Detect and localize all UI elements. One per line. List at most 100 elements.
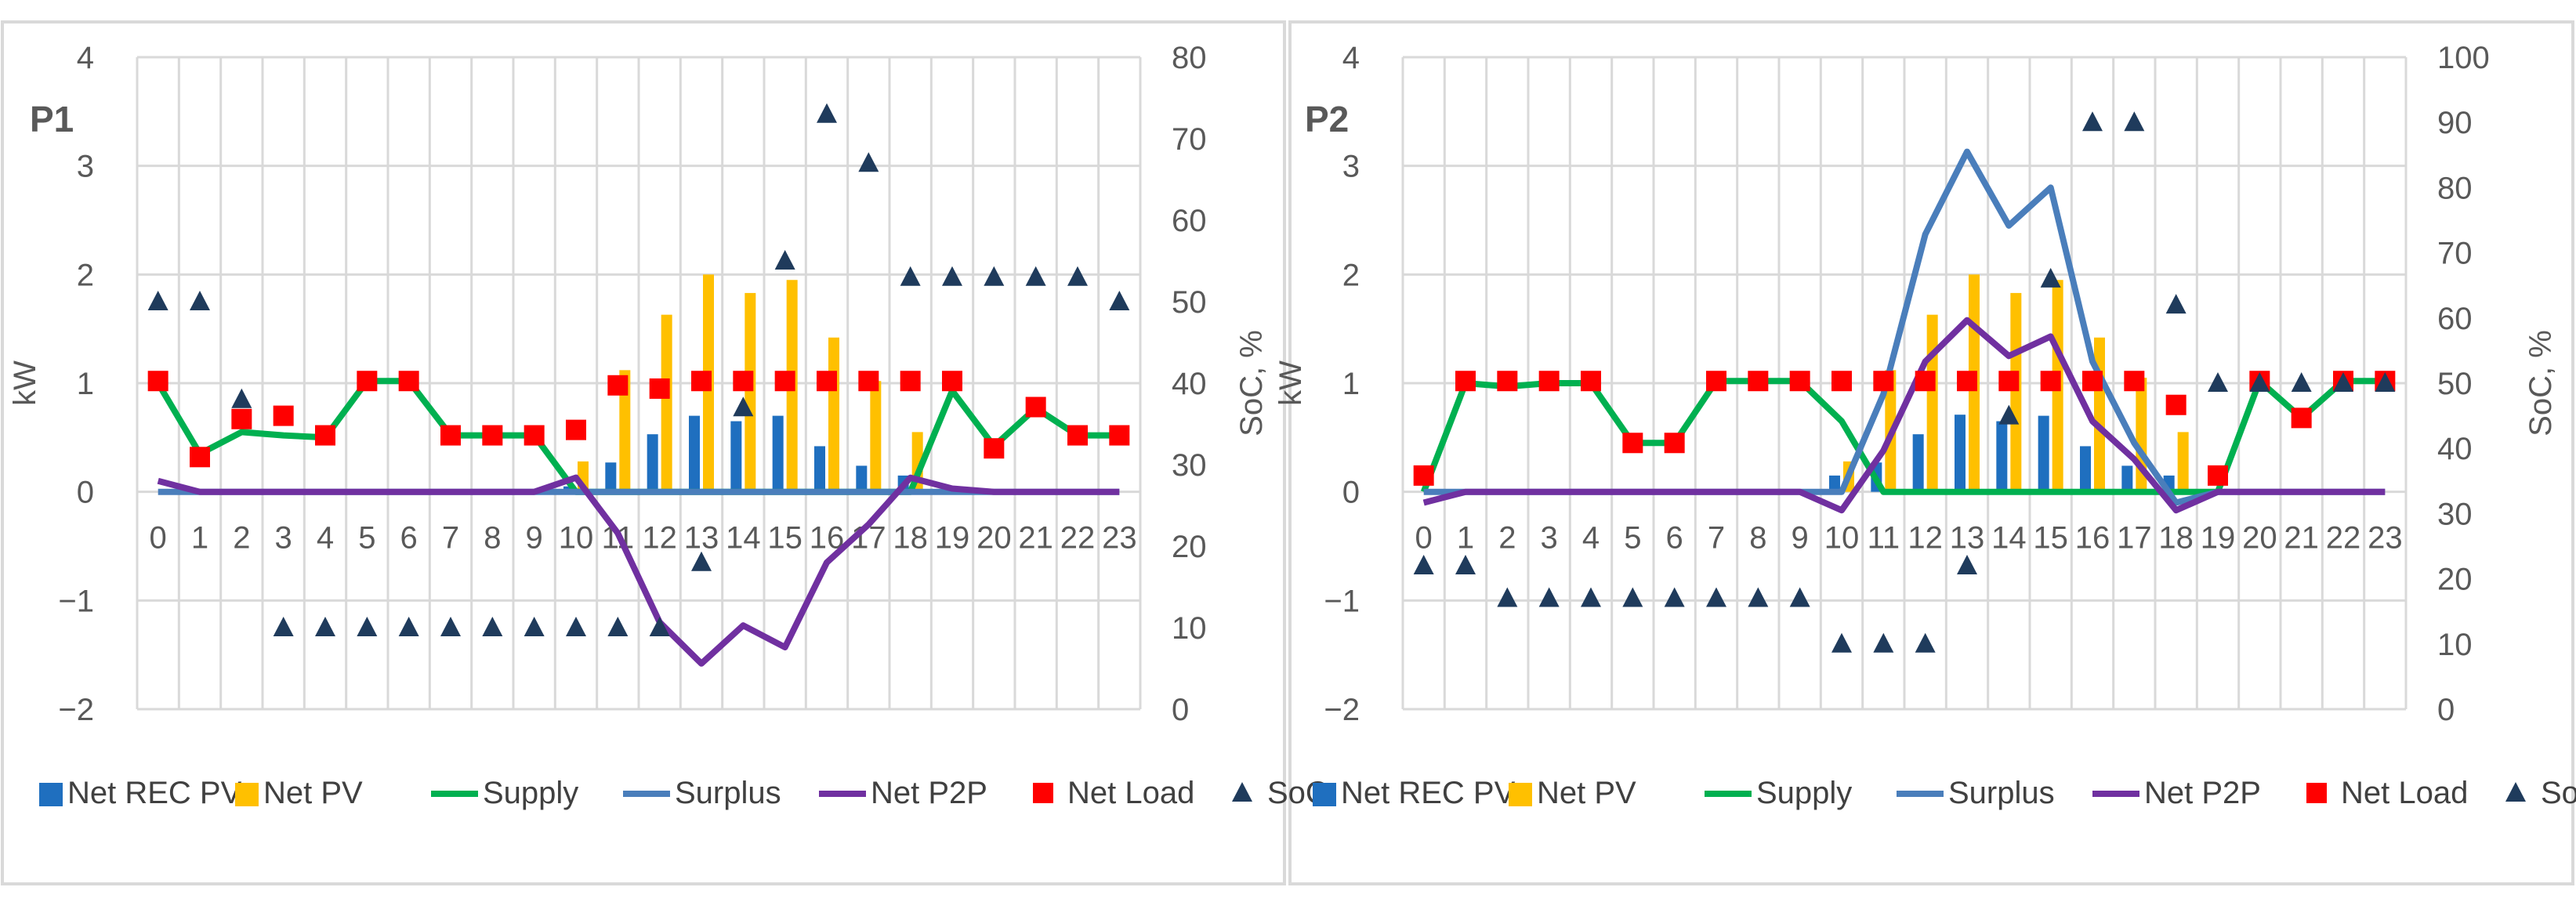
x-tick-label: 19 (2201, 521, 2236, 556)
bar-net-rec-pv (605, 462, 617, 492)
x-tick-label: 3 (275, 521, 292, 556)
marker-soc (1413, 554, 1434, 574)
bar-net-pv (2177, 432, 2189, 492)
y-axis-title: kW (1274, 360, 1308, 406)
marker-net-load (649, 378, 670, 399)
x-tick-label: 10 (559, 521, 594, 556)
marker-soc (2375, 372, 2396, 392)
legend: Net REC PV Net PV Supply Surplus Net P2P Net … (1313, 776, 2576, 810)
legend-label: Net PV (263, 776, 363, 810)
y-tick-label: 0 (77, 476, 94, 510)
marker-soc (858, 152, 879, 172)
marker-soc (1706, 587, 1726, 607)
y2-tick-label: 70 (2437, 237, 2473, 271)
x-tick-label: 15 (767, 521, 803, 556)
x-tick-label: 2 (233, 521, 250, 556)
marker-soc (524, 617, 545, 636)
marker-net-load (2124, 371, 2145, 392)
y-tick-label: −2 (58, 693, 94, 727)
marker-net-load (398, 371, 419, 392)
x-tick-label: 11 (1868, 521, 1900, 556)
marker-net-load (357, 371, 378, 392)
bar-net-rec-pv (2038, 415, 2049, 492)
legend-item-surplus: Surplus (1897, 776, 2055, 810)
marker-soc (440, 617, 461, 636)
panel-frame-p1 (1, 20, 1286, 885)
x-tick-label: 4 (317, 521, 334, 556)
legend-item-supply: Supply (431, 776, 578, 810)
y2-tick-label: 80 (2437, 171, 2473, 205)
marker-net-load (1998, 371, 2020, 392)
y2-tick-label: 20 (2437, 563, 2473, 597)
y-tick-label: 3 (1342, 150, 1360, 184)
legend-label: Supply (483, 776, 578, 810)
y2-tick-label: 40 (1172, 367, 1207, 401)
marker-net-load (2291, 407, 2312, 429)
marker-soc (1873, 632, 1894, 653)
marker-soc (2291, 372, 2312, 392)
legend-label: Supply (1756, 776, 1852, 810)
y2-tick-label: 70 (1172, 122, 1207, 157)
marker-soc (1998, 404, 2020, 425)
legend-swatch-net-pv (1509, 783, 1532, 806)
legend-swatch-net-pv (235, 783, 259, 806)
x-tick-label: 22 (1060, 521, 1096, 556)
x-tick-label: 10 (1824, 521, 1860, 556)
marker-net-load (440, 425, 461, 446)
marker-soc (1497, 587, 1518, 607)
x-tick-label: 1 (1457, 521, 1474, 556)
x-tick-label: 7 (442, 521, 459, 556)
marker-net-load (1915, 371, 1936, 392)
legend-swatch-soc (1232, 782, 1252, 802)
marker-soc (2333, 372, 2353, 392)
x-tick-label: 17 (2117, 521, 2152, 556)
marker-soc (817, 103, 837, 123)
marker-soc (1109, 291, 1130, 310)
bar-net-pv (2094, 337, 2105, 492)
marker-soc (733, 396, 754, 417)
legend: Net REC PV Net PV Supply Surplus Net P2P Net … (39, 776, 1328, 810)
x-tick-label: 5 (1624, 521, 1641, 556)
marker-soc (1622, 587, 1643, 607)
y-tick-label: 2 (1342, 258, 1360, 292)
legend-item-surplus: Surplus (623, 776, 781, 810)
marker-net-load (2040, 371, 2061, 392)
y-axis-title: kW (8, 360, 42, 406)
line-net-p2p (157, 474, 1120, 667)
x-tick-label: 20 (2242, 521, 2277, 556)
marker-soc (1538, 587, 1560, 607)
marker-net-load (1538, 371, 1560, 392)
marker-net-load (1831, 371, 1852, 392)
marker-net-load (774, 371, 795, 392)
bar-net-rec-pv (1912, 434, 1924, 492)
bar-net-pv (870, 381, 882, 492)
legend-swatch-soc (2505, 782, 2526, 802)
marker-net-load (2208, 465, 2228, 486)
marker-net-load (1025, 396, 1046, 418)
bar-net-rec-pv (2080, 446, 2091, 492)
x-tick-label: 5 (358, 521, 375, 556)
marker-net-load (1455, 371, 1476, 392)
legend-swatch-net-rec-pv (1313, 783, 1336, 806)
x-tick-label: 23 (1102, 521, 1137, 556)
x-tick-label: 13 (1950, 521, 1985, 556)
y2-tick-label: 40 (2437, 432, 2473, 466)
x-tick-label: 8 (484, 521, 501, 556)
marker-net-load (566, 419, 586, 440)
x-tick-label: 16 (2075, 521, 2110, 556)
legend-label: Net P2P (871, 776, 987, 810)
bar-net-pv (745, 292, 756, 492)
y2-tick-label: 90 (2437, 106, 2473, 140)
legend-label: Surplus (1948, 776, 2055, 810)
marker-soc (1957, 554, 1977, 574)
marker-soc (2040, 267, 2061, 288)
marker-net-load (1873, 371, 1894, 392)
y2-tick-label: 50 (1172, 285, 1207, 320)
marker-net-load (733, 371, 754, 392)
marker-soc (1455, 554, 1476, 574)
marker-net-load (231, 408, 252, 429)
legend-label: Net REC PV (1341, 776, 1516, 810)
y2-axis-title: SoC, % (2523, 330, 2558, 436)
x-tick-label: 2 (1498, 521, 1516, 556)
marker-net-load (1789, 371, 1810, 392)
